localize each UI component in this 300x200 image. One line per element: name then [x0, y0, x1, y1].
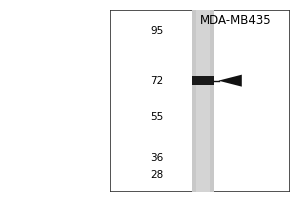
Bar: [196, 10, 210, 192]
Polygon shape: [218, 75, 242, 87]
Text: 95: 95: [150, 26, 164, 36]
Text: MDA-MB435: MDA-MB435: [200, 14, 271, 27]
Text: 72: 72: [150, 76, 164, 86]
Text: 36: 36: [150, 153, 164, 163]
Bar: [192, 76, 214, 85]
Text: 28: 28: [150, 170, 164, 180]
Bar: [192, 10, 214, 192]
Text: 55: 55: [150, 112, 164, 122]
